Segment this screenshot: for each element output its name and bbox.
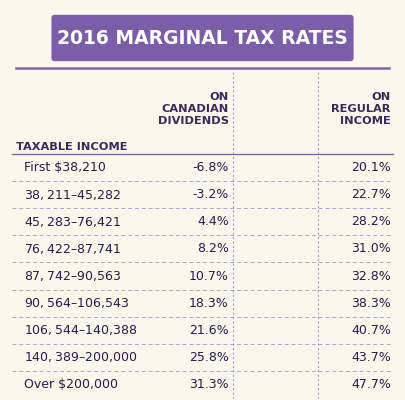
Text: ON
CANADIAN
DIVIDENDS: ON CANADIAN DIVIDENDS: [158, 92, 229, 126]
Text: $90,564–$106,543: $90,564–$106,543: [24, 296, 130, 310]
Text: 40.7%: 40.7%: [351, 324, 391, 337]
Text: Over $200,000: Over $200,000: [24, 378, 118, 391]
Text: 43.7%: 43.7%: [351, 351, 391, 364]
Text: 2016 MARGINAL TAX RATES: 2016 MARGINAL TAX RATES: [57, 28, 348, 48]
Text: $76,422–$87,741: $76,422–$87,741: [24, 242, 121, 256]
Text: 21.6%: 21.6%: [189, 324, 229, 337]
Text: ON
REGULAR
INCOME: ON REGULAR INCOME: [331, 92, 391, 126]
Text: 32.8%: 32.8%: [351, 270, 391, 282]
Text: 20.1%: 20.1%: [351, 161, 391, 174]
Text: 18.3%: 18.3%: [189, 297, 229, 310]
Text: First $38,210: First $38,210: [24, 161, 106, 174]
Text: 47.7%: 47.7%: [351, 378, 391, 391]
Text: 25.8%: 25.8%: [189, 351, 229, 364]
Text: 10.7%: 10.7%: [189, 270, 229, 282]
Text: TAXABLE INCOME: TAXABLE INCOME: [16, 142, 128, 152]
Text: $87,742–$90,563: $87,742–$90,563: [24, 269, 122, 283]
Text: $45,283–$76,421: $45,283–$76,421: [24, 215, 121, 229]
Text: 22.7%: 22.7%: [351, 188, 391, 201]
Text: $106,544–$140,388: $106,544–$140,388: [24, 323, 138, 337]
Text: 31.0%: 31.0%: [351, 242, 391, 255]
Text: 4.4%: 4.4%: [197, 215, 229, 228]
Text: $38,211–$45,282: $38,211–$45,282: [24, 188, 121, 202]
Text: 8.2%: 8.2%: [197, 242, 229, 255]
Text: -6.8%: -6.8%: [192, 161, 229, 174]
FancyBboxPatch shape: [51, 15, 354, 61]
Text: 38.3%: 38.3%: [351, 297, 391, 310]
Text: 31.3%: 31.3%: [189, 378, 229, 391]
Text: $140,389–$200,000: $140,389–$200,000: [24, 350, 138, 364]
Text: 28.2%: 28.2%: [351, 215, 391, 228]
Text: -3.2%: -3.2%: [192, 188, 229, 201]
